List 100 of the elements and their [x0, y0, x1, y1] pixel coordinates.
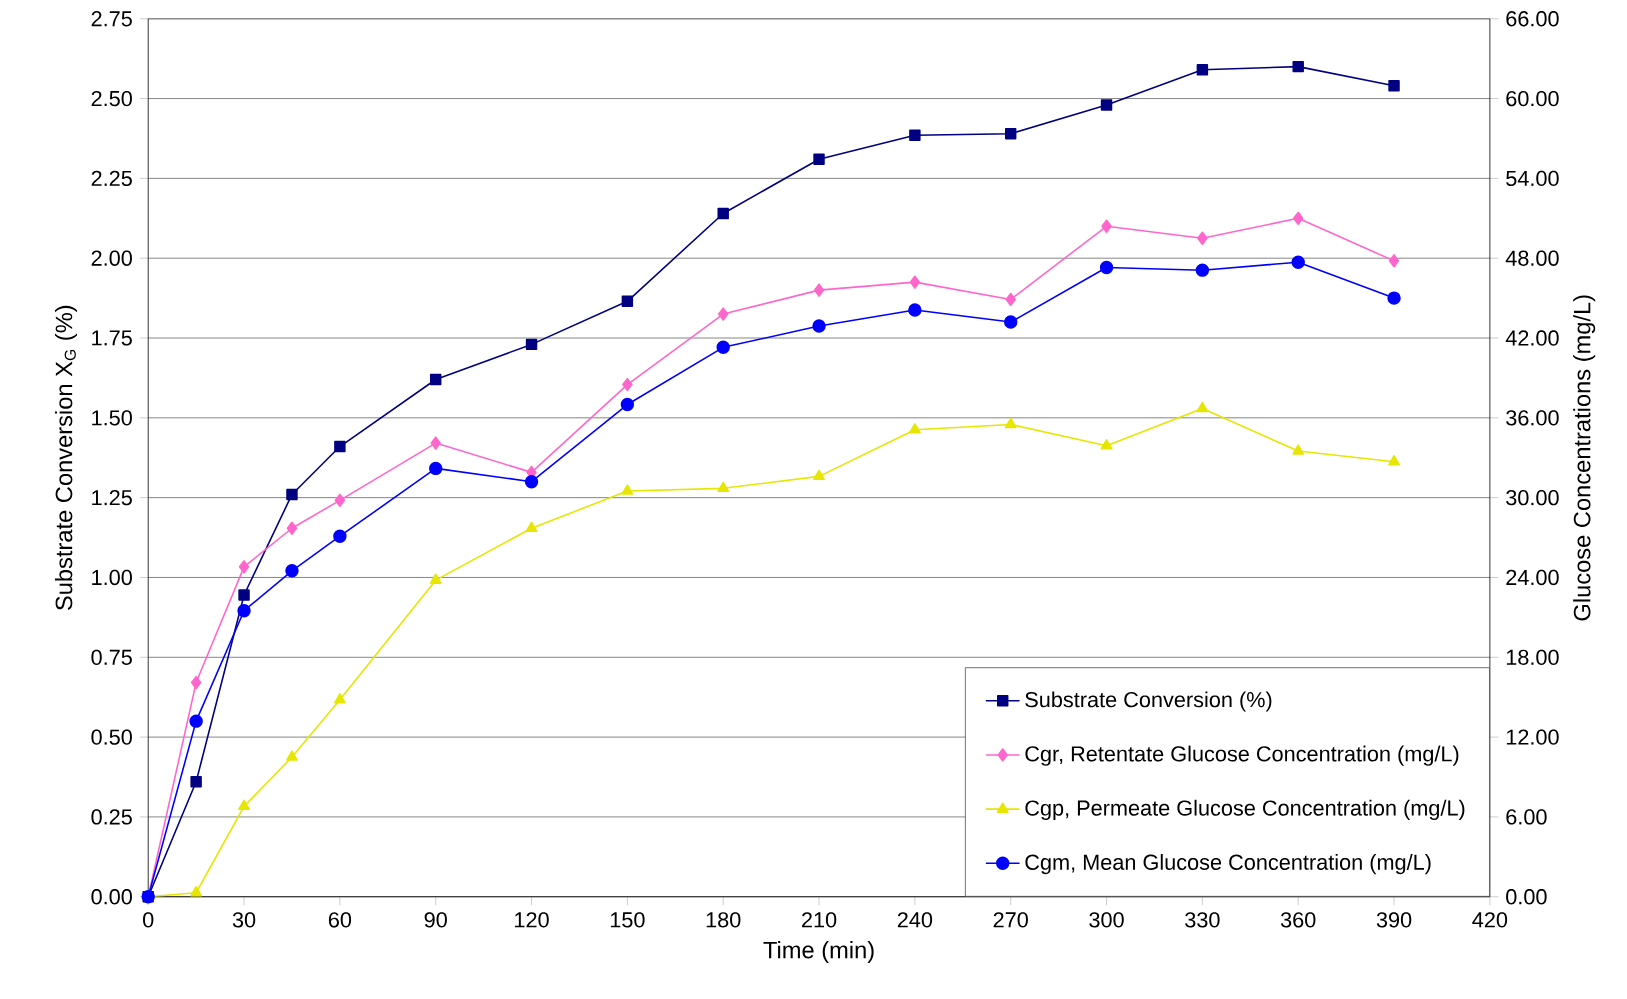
point — [525, 521, 538, 532]
y2-tick-label: 6.00 — [1506, 809, 1547, 825]
x-tick-label: 90 — [424, 911, 447, 928]
y-axis-title: Substrate Conversion X$_{G}$ (%) — [54, 305, 78, 610]
y-tick-label: 2.00 — [91, 250, 132, 266]
legend-label: Cgr, Retentate Glucose Concentration (mg/L) — [1025, 745, 1459, 766]
y2-tick-label: 42.00 — [1505, 330, 1559, 346]
x-tick-label: 300 — [1089, 911, 1124, 928]
point — [286, 750, 298, 761]
point — [813, 153, 825, 165]
point — [1100, 99, 1113, 111]
y2-tick-label: 54.00 — [1506, 170, 1559, 186]
point — [429, 373, 442, 386]
y2-tick-label: 0.00 — [1506, 888, 1547, 905]
y-tick-label: 1.25 — [92, 489, 132, 506]
point — [620, 397, 635, 412]
point — [621, 484, 634, 495]
x-tick-label: 120 — [515, 911, 549, 928]
y-tick-label: 0.25 — [91, 809, 132, 825]
point — [909, 275, 921, 289]
point — [1195, 263, 1210, 277]
point — [334, 493, 346, 507]
x-tick-label: 60 — [328, 911, 352, 928]
x-tick-label: 240 — [897, 911, 933, 928]
y-tick-label: 2.25 — [91, 170, 132, 186]
y2-tick-label: 24.00 — [1506, 569, 1559, 585]
point — [238, 799, 250, 810]
x-tick-label: 330 — [1185, 911, 1220, 928]
y-tick-label: 2.75 — [91, 10, 132, 27]
point — [238, 559, 250, 574]
y-tick-label: 2.50 — [91, 90, 132, 107]
x-tick-label: 30 — [232, 911, 256, 928]
y-tick-label: 0.00 — [91, 888, 132, 905]
point — [813, 283, 825, 297]
point — [286, 488, 298, 501]
y2-tick-label: 48.00 — [1505, 250, 1559, 266]
y-tick-label: 1.50 — [92, 410, 132, 426]
point — [813, 469, 825, 480]
point — [716, 340, 730, 354]
point — [1099, 260, 1114, 275]
point — [1101, 219, 1112, 233]
y2-tick-label: 66.00 — [1506, 10, 1559, 27]
point — [429, 461, 443, 475]
y-tick-label: 1.00 — [92, 569, 132, 585]
point — [717, 207, 729, 220]
point — [717, 307, 729, 321]
point — [1388, 253, 1400, 268]
point — [525, 338, 538, 350]
point — [1292, 211, 1304, 225]
x-tick-label: 210 — [802, 911, 837, 928]
y-tick-label: 0.75 — [91, 649, 132, 665]
point — [285, 563, 299, 578]
point — [1100, 438, 1113, 450]
y2-tick-label: 30.00 — [1506, 489, 1559, 506]
point — [1388, 79, 1400, 92]
x-tick-label: 270 — [993, 911, 1028, 928]
x-tick-label: 390 — [1376, 911, 1412, 928]
x-tick-label: 360 — [1280, 911, 1316, 928]
point — [1388, 454, 1400, 466]
x-tick-label: 180 — [706, 911, 741, 928]
point — [190, 775, 202, 788]
point — [238, 589, 250, 601]
point — [190, 675, 202, 690]
y2-axis-title: Glucose Concentrations (mg/L) — [1573, 295, 1596, 621]
point — [1005, 292, 1016, 306]
point — [1196, 63, 1209, 76]
point — [333, 529, 347, 543]
legend-label: Cgm, Mean Glucose Concentration (mg/L) — [1025, 853, 1431, 875]
y-tick-label: 0.50 — [91, 729, 132, 745]
y2-tick-label: 60.00 — [1506, 90, 1559, 107]
point — [1387, 291, 1401, 305]
point — [908, 422, 921, 434]
point — [1197, 231, 1208, 245]
point — [429, 573, 442, 584]
point — [812, 319, 826, 333]
point — [189, 714, 203, 728]
point — [908, 303, 922, 317]
point — [622, 377, 633, 392]
point — [717, 481, 730, 492]
point — [1004, 127, 1017, 140]
y-tick-label: 1.75 — [92, 330, 132, 346]
point — [1004, 417, 1017, 429]
point — [190, 885, 203, 897]
point — [1196, 401, 1209, 413]
point — [1291, 255, 1305, 269]
point — [334, 440, 346, 453]
point — [621, 295, 634, 307]
point — [524, 474, 539, 489]
point — [333, 692, 346, 704]
x-tick-label: 420 — [1472, 911, 1508, 928]
x-tick-label: 150 — [610, 911, 645, 928]
point — [909, 129, 921, 141]
y2-tick-label: 36.00 — [1506, 410, 1559, 426]
point — [1292, 444, 1305, 455]
point — [1292, 60, 1304, 73]
x-axis-title: Time (min) — [763, 940, 874, 963]
point — [430, 436, 441, 450]
x-tick-label: 0 — [143, 911, 154, 928]
point — [1004, 315, 1018, 329]
legend-label: Cgp, Permeate Glucose Concentration (mg/L) — [1025, 799, 1465, 820]
